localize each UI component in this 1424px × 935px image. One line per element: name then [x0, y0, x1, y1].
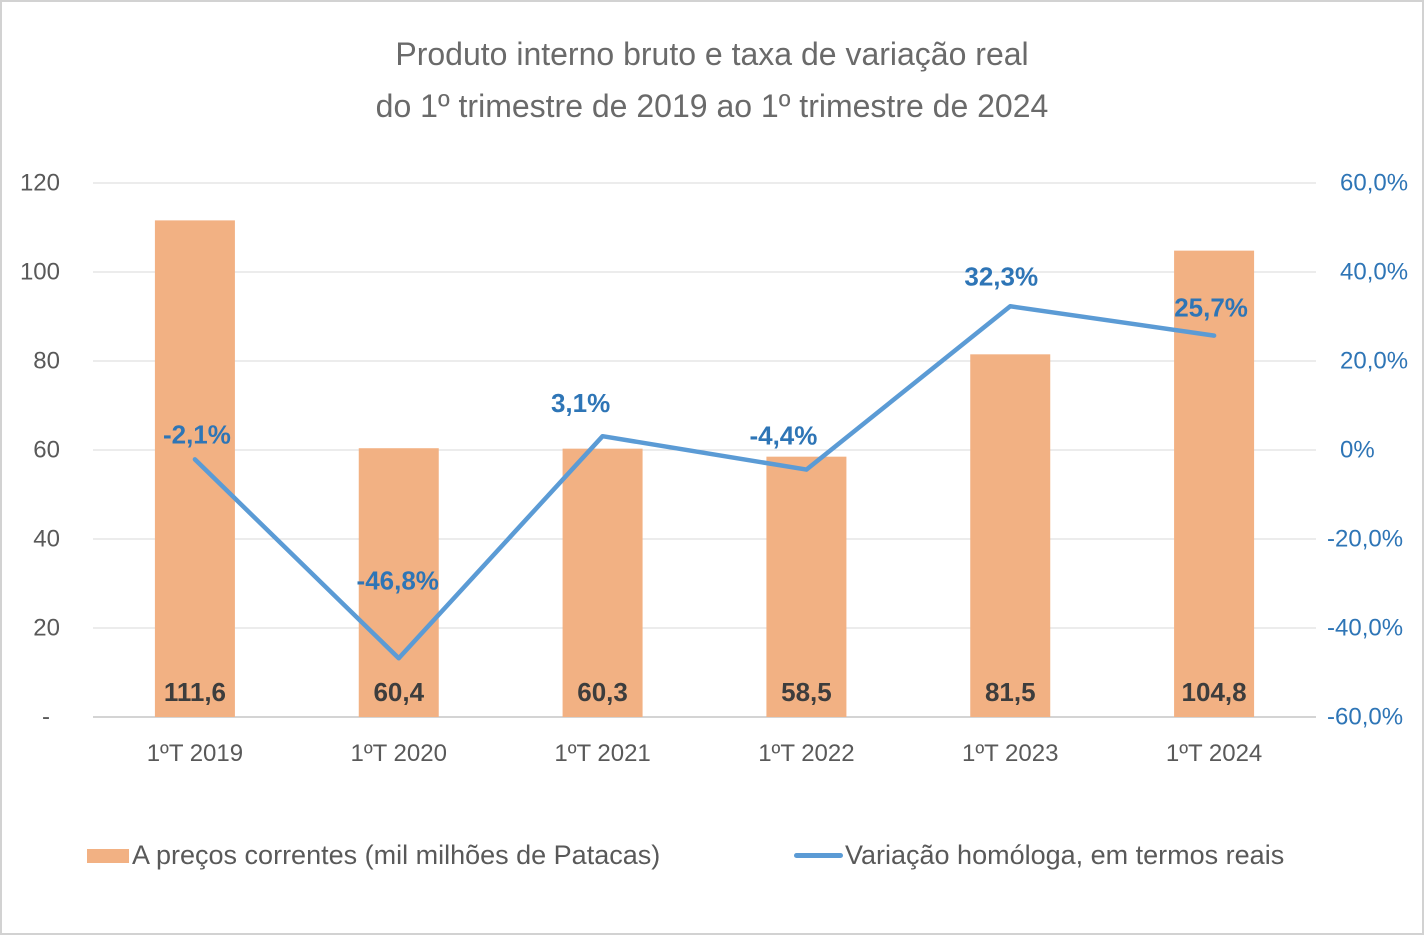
left-axis-tick: 100 — [20, 259, 60, 286]
right-axis-tick: -60,0% — [1327, 704, 1403, 731]
left-axis-tick: - — [42, 704, 50, 731]
bar-value-label: 58,5 — [781, 677, 832, 707]
x-axis-label: 1ºT 2024 — [1166, 740, 1262, 767]
variation-point-label: 25,7% — [1174, 293, 1248, 323]
right-axis-tick: -20,0% — [1327, 526, 1403, 553]
right-axis-tick: 20,0% — [1340, 348, 1408, 375]
bar-value-label: 111,6 — [164, 677, 226, 707]
gdp-bar — [358, 448, 439, 717]
x-axis-label: 1ºT 2021 — [554, 740, 650, 767]
left-axis-tick: 20 — [33, 615, 60, 642]
x-axis-label: 1ºT 2022 — [758, 740, 854, 767]
right-axis-tick: 40,0% — [1340, 259, 1408, 286]
bar-value-label: 60,4 — [373, 677, 424, 707]
variation-point-label: 3,1% — [551, 388, 610, 418]
variation-point-label: -46,8% — [357, 565, 439, 595]
variation-point-label: 32,3% — [964, 261, 1038, 291]
x-axis-label: 1ºT 2020 — [351, 740, 447, 767]
variation-point-label: -2,1% — [163, 419, 231, 449]
gdp-bar — [970, 354, 1051, 717]
gdp-bar — [766, 456, 847, 717]
left-axis-tick: 120 — [20, 170, 60, 197]
gdp-bar — [562, 448, 643, 717]
gdp-bar — [1174, 250, 1255, 717]
legend-label-bar-series: A preços correntes (mil milhões de Patac… — [132, 840, 661, 870]
right-axis-tick: -40,0% — [1327, 615, 1403, 642]
x-axis-label: 1ºT 2019 — [147, 740, 243, 767]
right-axis-tick: 60,0% — [1340, 170, 1408, 197]
left-axis-tick: 40 — [33, 526, 60, 553]
x-axis-label: 1ºT 2023 — [962, 740, 1058, 767]
variation-point-label: -4,4% — [749, 421, 817, 451]
bar-value-label: 81,5 — [985, 677, 1036, 707]
gdp-bar — [154, 220, 235, 717]
right-axis-tick: 0% — [1340, 437, 1375, 464]
left-axis-tick: 60 — [33, 437, 60, 464]
line-series-swatch — [794, 853, 843, 858]
bar-value-label: 60,3 — [577, 677, 628, 707]
left-axis-tick: 80 — [33, 348, 60, 375]
chart-title: Produto interno bruto e taxa de variação… — [2, 28, 1422, 132]
legend-item-line-series: Variação homóloga, em termos reais — [794, 840, 1284, 871]
bar-series-swatch — [87, 848, 129, 863]
variation-line — [192, 304, 1217, 661]
chart-title-line1: Produto interno bruto e taxa de variação… — [395, 36, 1029, 72]
bar-value-label: 104,8 — [1182, 677, 1247, 707]
legend-label-line-series: Variação homóloga, em termos reais — [845, 840, 1285, 870]
legend-item-bar-series: A preços correntes (mil milhões de Patac… — [87, 840, 660, 871]
chart-title-line2: do 1º trimestre de 2019 ao 1º trimestre … — [375, 88, 1049, 124]
